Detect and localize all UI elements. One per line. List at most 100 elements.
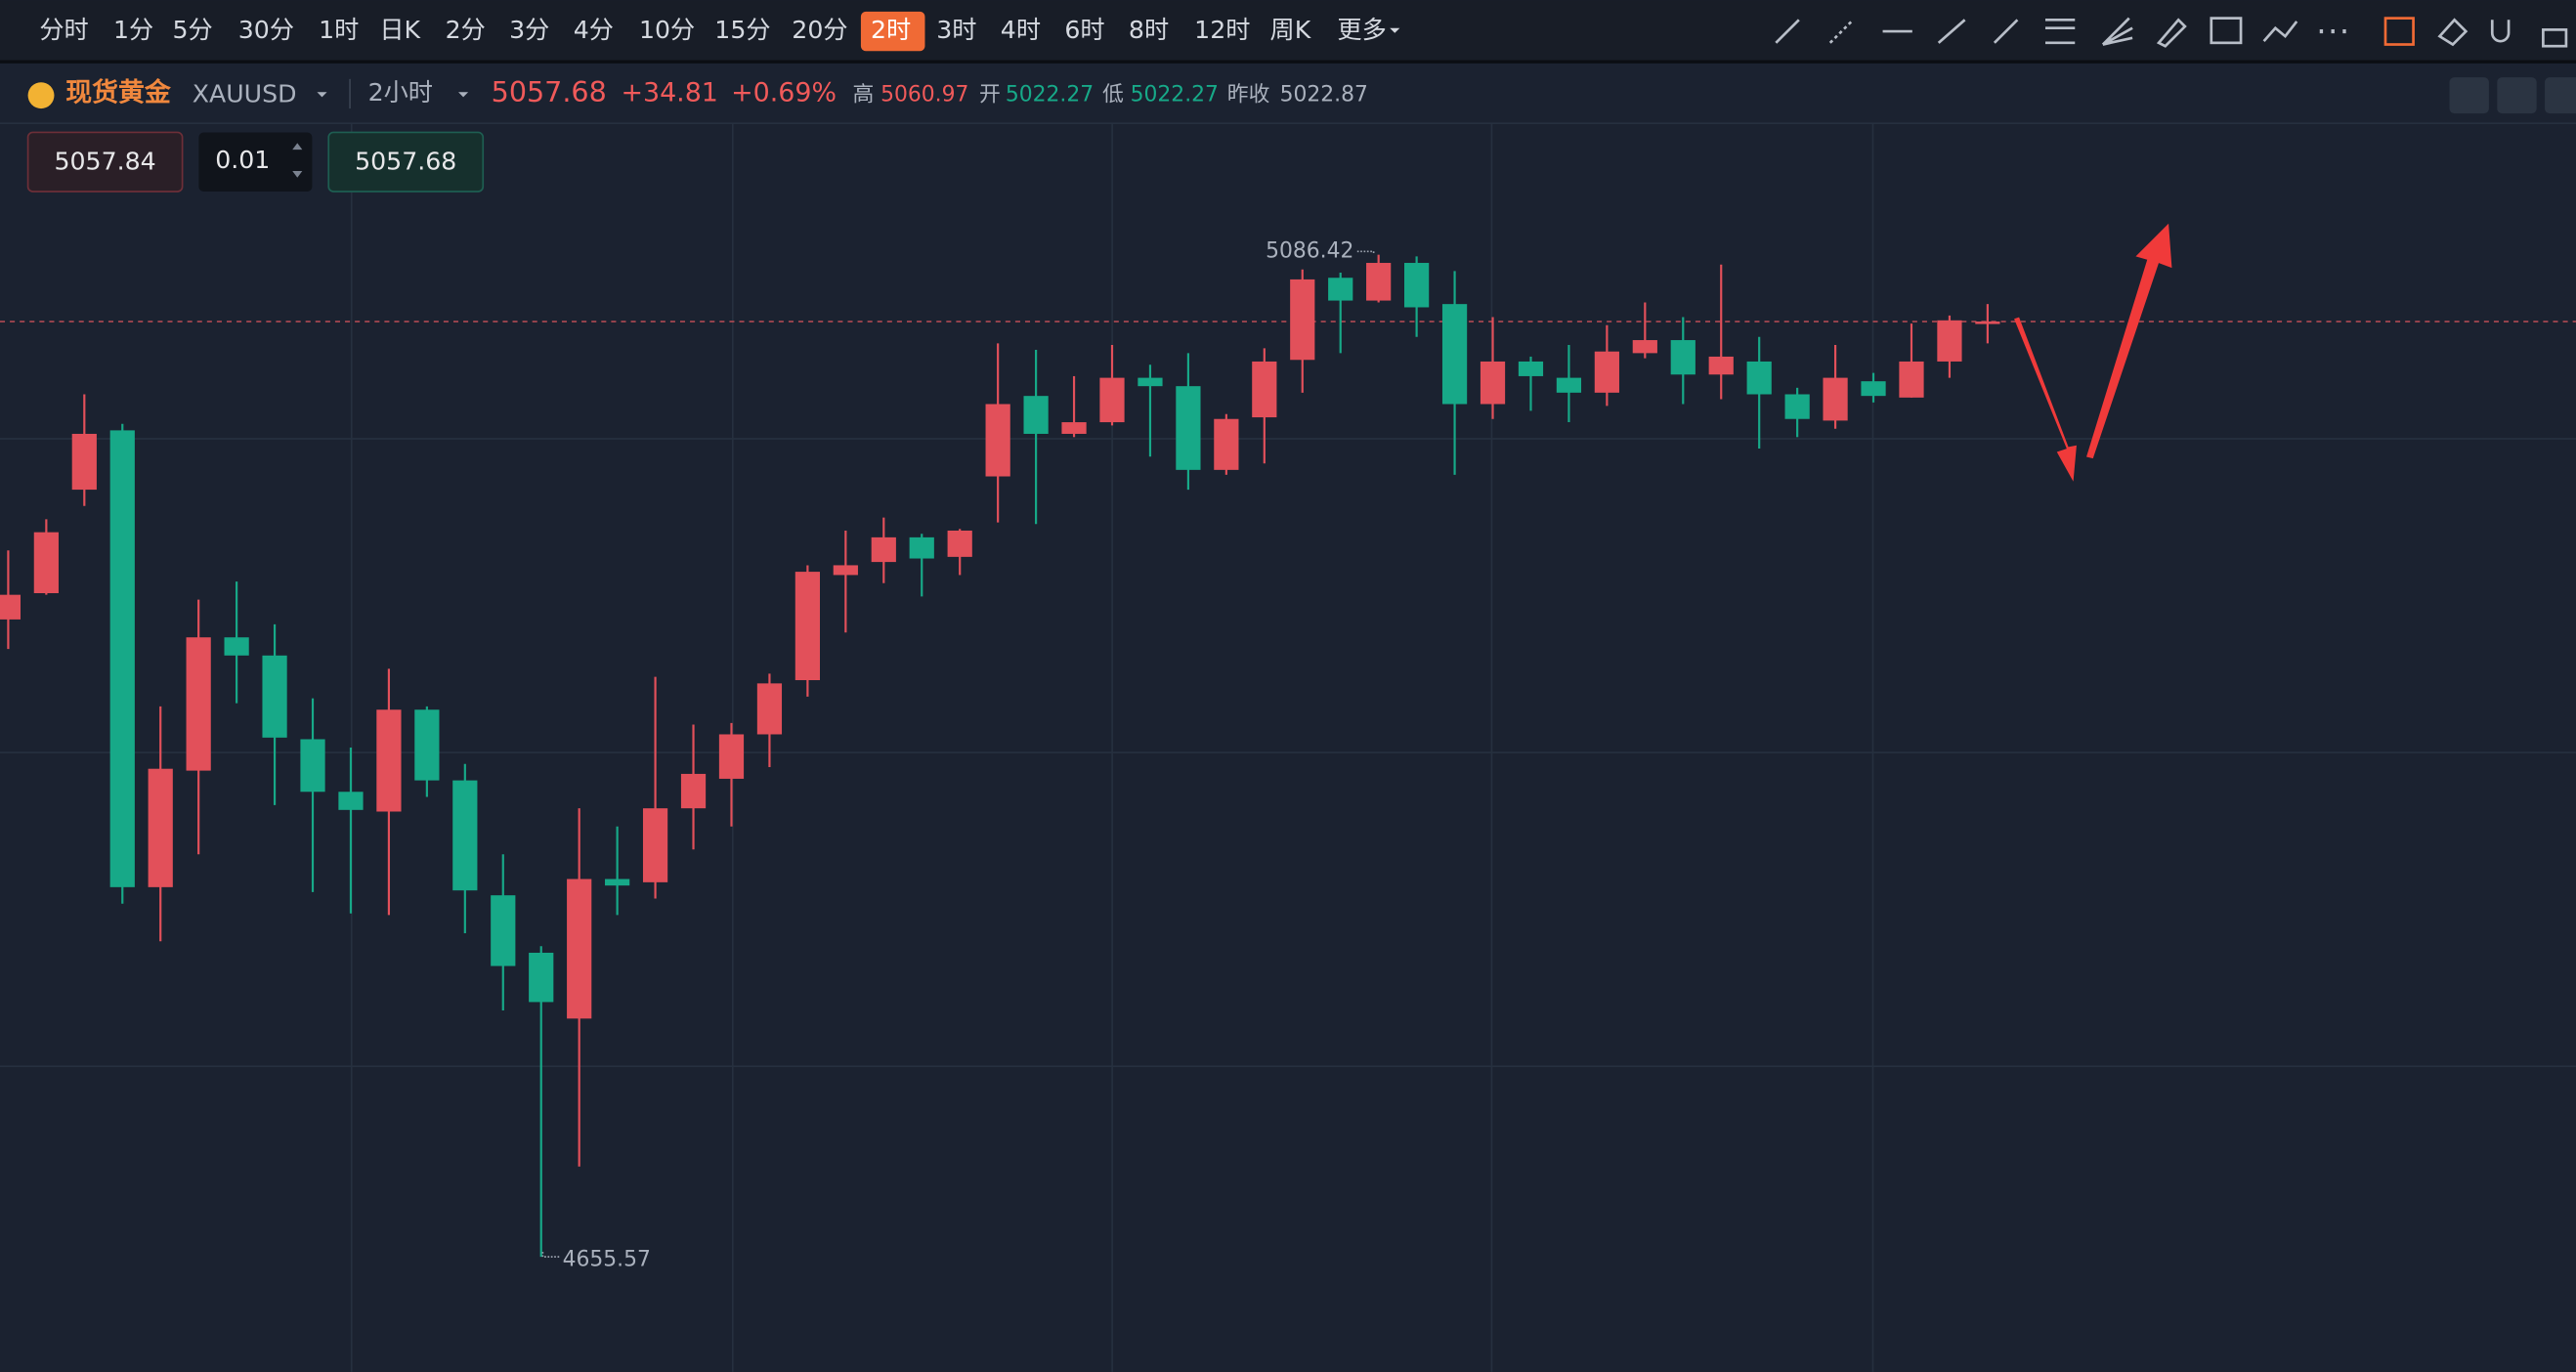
sell-box[interactable] <box>26 131 184 193</box>
timeframe-tab[interactable]: 周K <box>1270 16 1312 44</box>
period[interactable]: 2小时 <box>368 78 433 107</box>
timeframe-tab[interactable]: 6时 <box>1064 16 1104 44</box>
candle-body <box>642 808 668 882</box>
high-label: 高 <box>853 83 875 107</box>
open-label: 开 <box>979 83 1001 107</box>
symbol-name: 现货黄金 <box>65 76 171 107</box>
symbol-code[interactable]: XAUUSD <box>193 80 297 108</box>
buy-price[interactable]: 5057.68 <box>355 148 456 176</box>
timeframe-tab[interactable]: 分时 <box>39 16 88 44</box>
timeframe-tab[interactable]: 4时 <box>1001 16 1041 44</box>
candle-body <box>1404 263 1430 308</box>
candle-body <box>529 952 554 1003</box>
max-label: 5086.42 <box>1266 238 1353 263</box>
candle-body <box>338 792 364 810</box>
candle-body <box>414 709 440 781</box>
candle-body <box>262 655 287 738</box>
candle-body <box>1746 361 1772 395</box>
candle-body <box>1290 279 1315 361</box>
timeframe-tab[interactable]: 8时 <box>1129 16 1169 44</box>
low-value: 5022.27 <box>1131 83 1219 107</box>
open-value: 5022.27 <box>1006 83 1094 107</box>
candle-body <box>1784 394 1810 419</box>
candle-body <box>794 572 820 681</box>
top-toolbar <box>0 0 2576 62</box>
sell-price[interactable]: 5057.84 <box>54 148 155 176</box>
candle-body <box>871 536 896 563</box>
candle-body <box>1061 422 1087 434</box>
candle-body <box>1975 322 2000 324</box>
candle-body <box>452 780 478 891</box>
candle-body <box>1632 340 1657 354</box>
timeframe-tab[interactable]: 日K <box>379 16 421 44</box>
candle-body <box>109 430 135 887</box>
timeframe-tab[interactable]: 更多 <box>1337 16 1386 44</box>
candle-body <box>148 768 173 887</box>
candle-body <box>1556 377 1582 393</box>
timeframe-tab[interactable]: 10分 <box>639 16 695 44</box>
candle-body <box>1023 396 1049 434</box>
qty-box[interactable] <box>198 132 313 192</box>
timeframe-tab[interactable]: 15分 <box>714 16 770 44</box>
timeframe-tab[interactable]: 5分 <box>173 16 213 44</box>
candle-body <box>1937 320 1962 362</box>
candle-body <box>947 530 972 557</box>
timeframe-tab[interactable]: 2分 <box>446 16 486 44</box>
prev-close-value: 5022.87 <box>1280 83 1368 107</box>
candle-body <box>1252 361 1277 418</box>
candle-body <box>71 433 97 491</box>
qty[interactable]: 0.01 <box>215 146 270 174</box>
candle-body <box>186 637 211 771</box>
candle-body <box>1138 377 1163 387</box>
change-pct: +0.69% <box>731 77 837 107</box>
last-price: 5057.68 <box>492 75 607 108</box>
candle-body <box>33 532 59 594</box>
candle-body <box>605 879 630 886</box>
drawing-tools <box>1775 17 2568 48</box>
candle-body <box>1441 304 1468 405</box>
candle-body <box>491 895 516 966</box>
plot: 5086.42 4655.57 <box>0 238 2576 1271</box>
timeframe-tab[interactable]: 1时 <box>319 16 359 44</box>
timeframe-tab[interactable]: 20分 <box>792 16 847 44</box>
candle-body <box>1214 418 1239 470</box>
candle-body <box>1518 361 1544 376</box>
timeframe-tab[interactable]: 12时 <box>1194 16 1250 44</box>
timeframe-tab[interactable]: 3分 <box>509 16 549 44</box>
arrow-annotation <box>2014 223 2172 482</box>
buy-box[interactable] <box>327 131 485 193</box>
candle-body <box>1899 361 1924 398</box>
more-caret <box>1390 27 1400 33</box>
candle-body <box>985 404 1010 477</box>
active-tab-bg <box>860 11 925 52</box>
min-label: 4655.57 <box>563 1247 651 1271</box>
candle-body <box>1861 381 1886 397</box>
change: +34.81 <box>621 77 717 107</box>
candle-body <box>376 709 402 812</box>
candle-body <box>909 536 934 559</box>
candle-body <box>1823 377 1848 421</box>
chart-buttons[interactable] <box>2449 77 2576 114</box>
candle-body <box>1366 263 1392 301</box>
candle-body <box>756 683 783 735</box>
candle-body <box>1708 356 1734 375</box>
candle-body <box>224 637 249 656</box>
prev-close-label: 昨收 <box>1227 83 1270 107</box>
symbol-icon <box>27 82 55 109</box>
candle-body <box>567 879 592 1019</box>
candle-body <box>1176 386 1201 470</box>
candle-body <box>1670 340 1696 375</box>
candle-body <box>1328 278 1353 301</box>
timeframe-tab[interactable]: 2时 <box>871 16 911 44</box>
candle-body <box>1480 361 1506 405</box>
timeframe-tab[interactable]: 30分 <box>238 16 294 44</box>
timeframe-tab[interactable]: 4分 <box>574 16 614 44</box>
candle-body <box>680 773 707 809</box>
candle-body <box>718 734 745 779</box>
timeframe-tab[interactable]: 3时 <box>936 16 976 44</box>
candle-body <box>1594 351 1619 393</box>
timeframe-tab[interactable]: 1分 <box>113 16 153 44</box>
